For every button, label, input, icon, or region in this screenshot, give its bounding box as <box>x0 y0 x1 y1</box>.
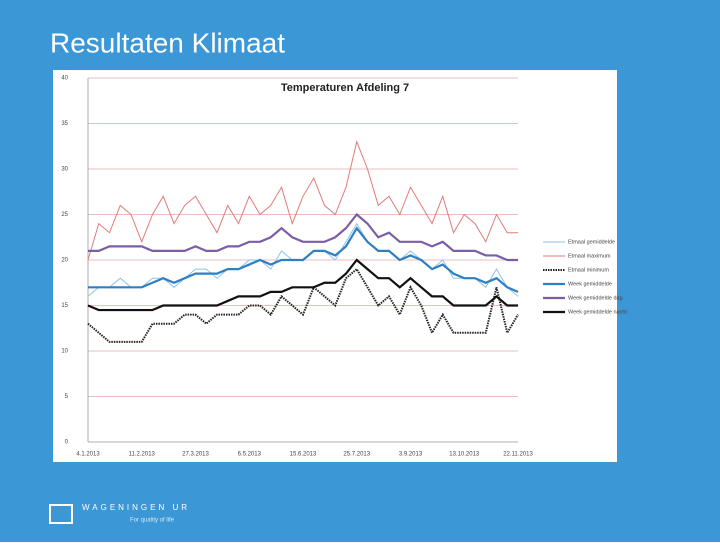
y-tick-label: 20 <box>61 258 68 264</box>
legend-label: Week gemiddelde dag <box>568 295 623 301</box>
series-line <box>87 140 518 261</box>
y-tick-label: 35 <box>61 121 68 127</box>
chart-title: Temperaturen Afdeling 7 <box>281 82 409 94</box>
y-tick-label: 30 <box>61 167 68 173</box>
x-tick-label: 11.2.2013 <box>129 452 156 458</box>
x-tick-label: 4.1.2013 <box>76 452 100 458</box>
legend-label: Etmaal minimum <box>568 267 609 273</box>
logo-tagline: For quality of life <box>130 518 175 524</box>
legend-label: Week gemiddelde nacht <box>568 309 627 315</box>
series-line <box>87 267 519 343</box>
legend-label: Week gemiddelde <box>568 281 612 287</box>
y-tick-label: 25 <box>61 212 68 218</box>
x-tick-label: 27.3.2013 <box>182 452 209 458</box>
x-tick-label: 25.7.2013 <box>343 452 370 458</box>
y-tick-label: 10 <box>61 349 68 355</box>
y-tick-label: 15 <box>61 303 68 309</box>
x-tick-label: 3.9.2013 <box>399 452 423 458</box>
logo-icon <box>49 504 73 524</box>
x-tick-label: 15.6.2013 <box>290 452 317 458</box>
logo: WAGENINGEN UR For quality of life <box>49 503 190 524</box>
x-tick-label: 22.11.2013 <box>503 452 533 458</box>
chart-box <box>53 70 617 462</box>
y-tick-label: 40 <box>61 76 68 82</box>
x-tick-label: 6.5.2013 <box>238 452 262 458</box>
series-line <box>87 258 518 312</box>
logo-text: WAGENINGEN UR <box>82 503 190 512</box>
y-tick-label: 0 <box>65 440 69 446</box>
series-line <box>88 226 519 293</box>
x-tick-label: 13.10.2013 <box>449 452 480 458</box>
legend-label: Etmaal gemiddelde <box>568 239 615 245</box>
legend-label: Etmaal maximum <box>568 253 611 259</box>
y-tick-label: 5 <box>65 394 69 400</box>
slide-title: Resultaten Klimaat <box>50 27 285 58</box>
series-line <box>88 212 518 262</box>
